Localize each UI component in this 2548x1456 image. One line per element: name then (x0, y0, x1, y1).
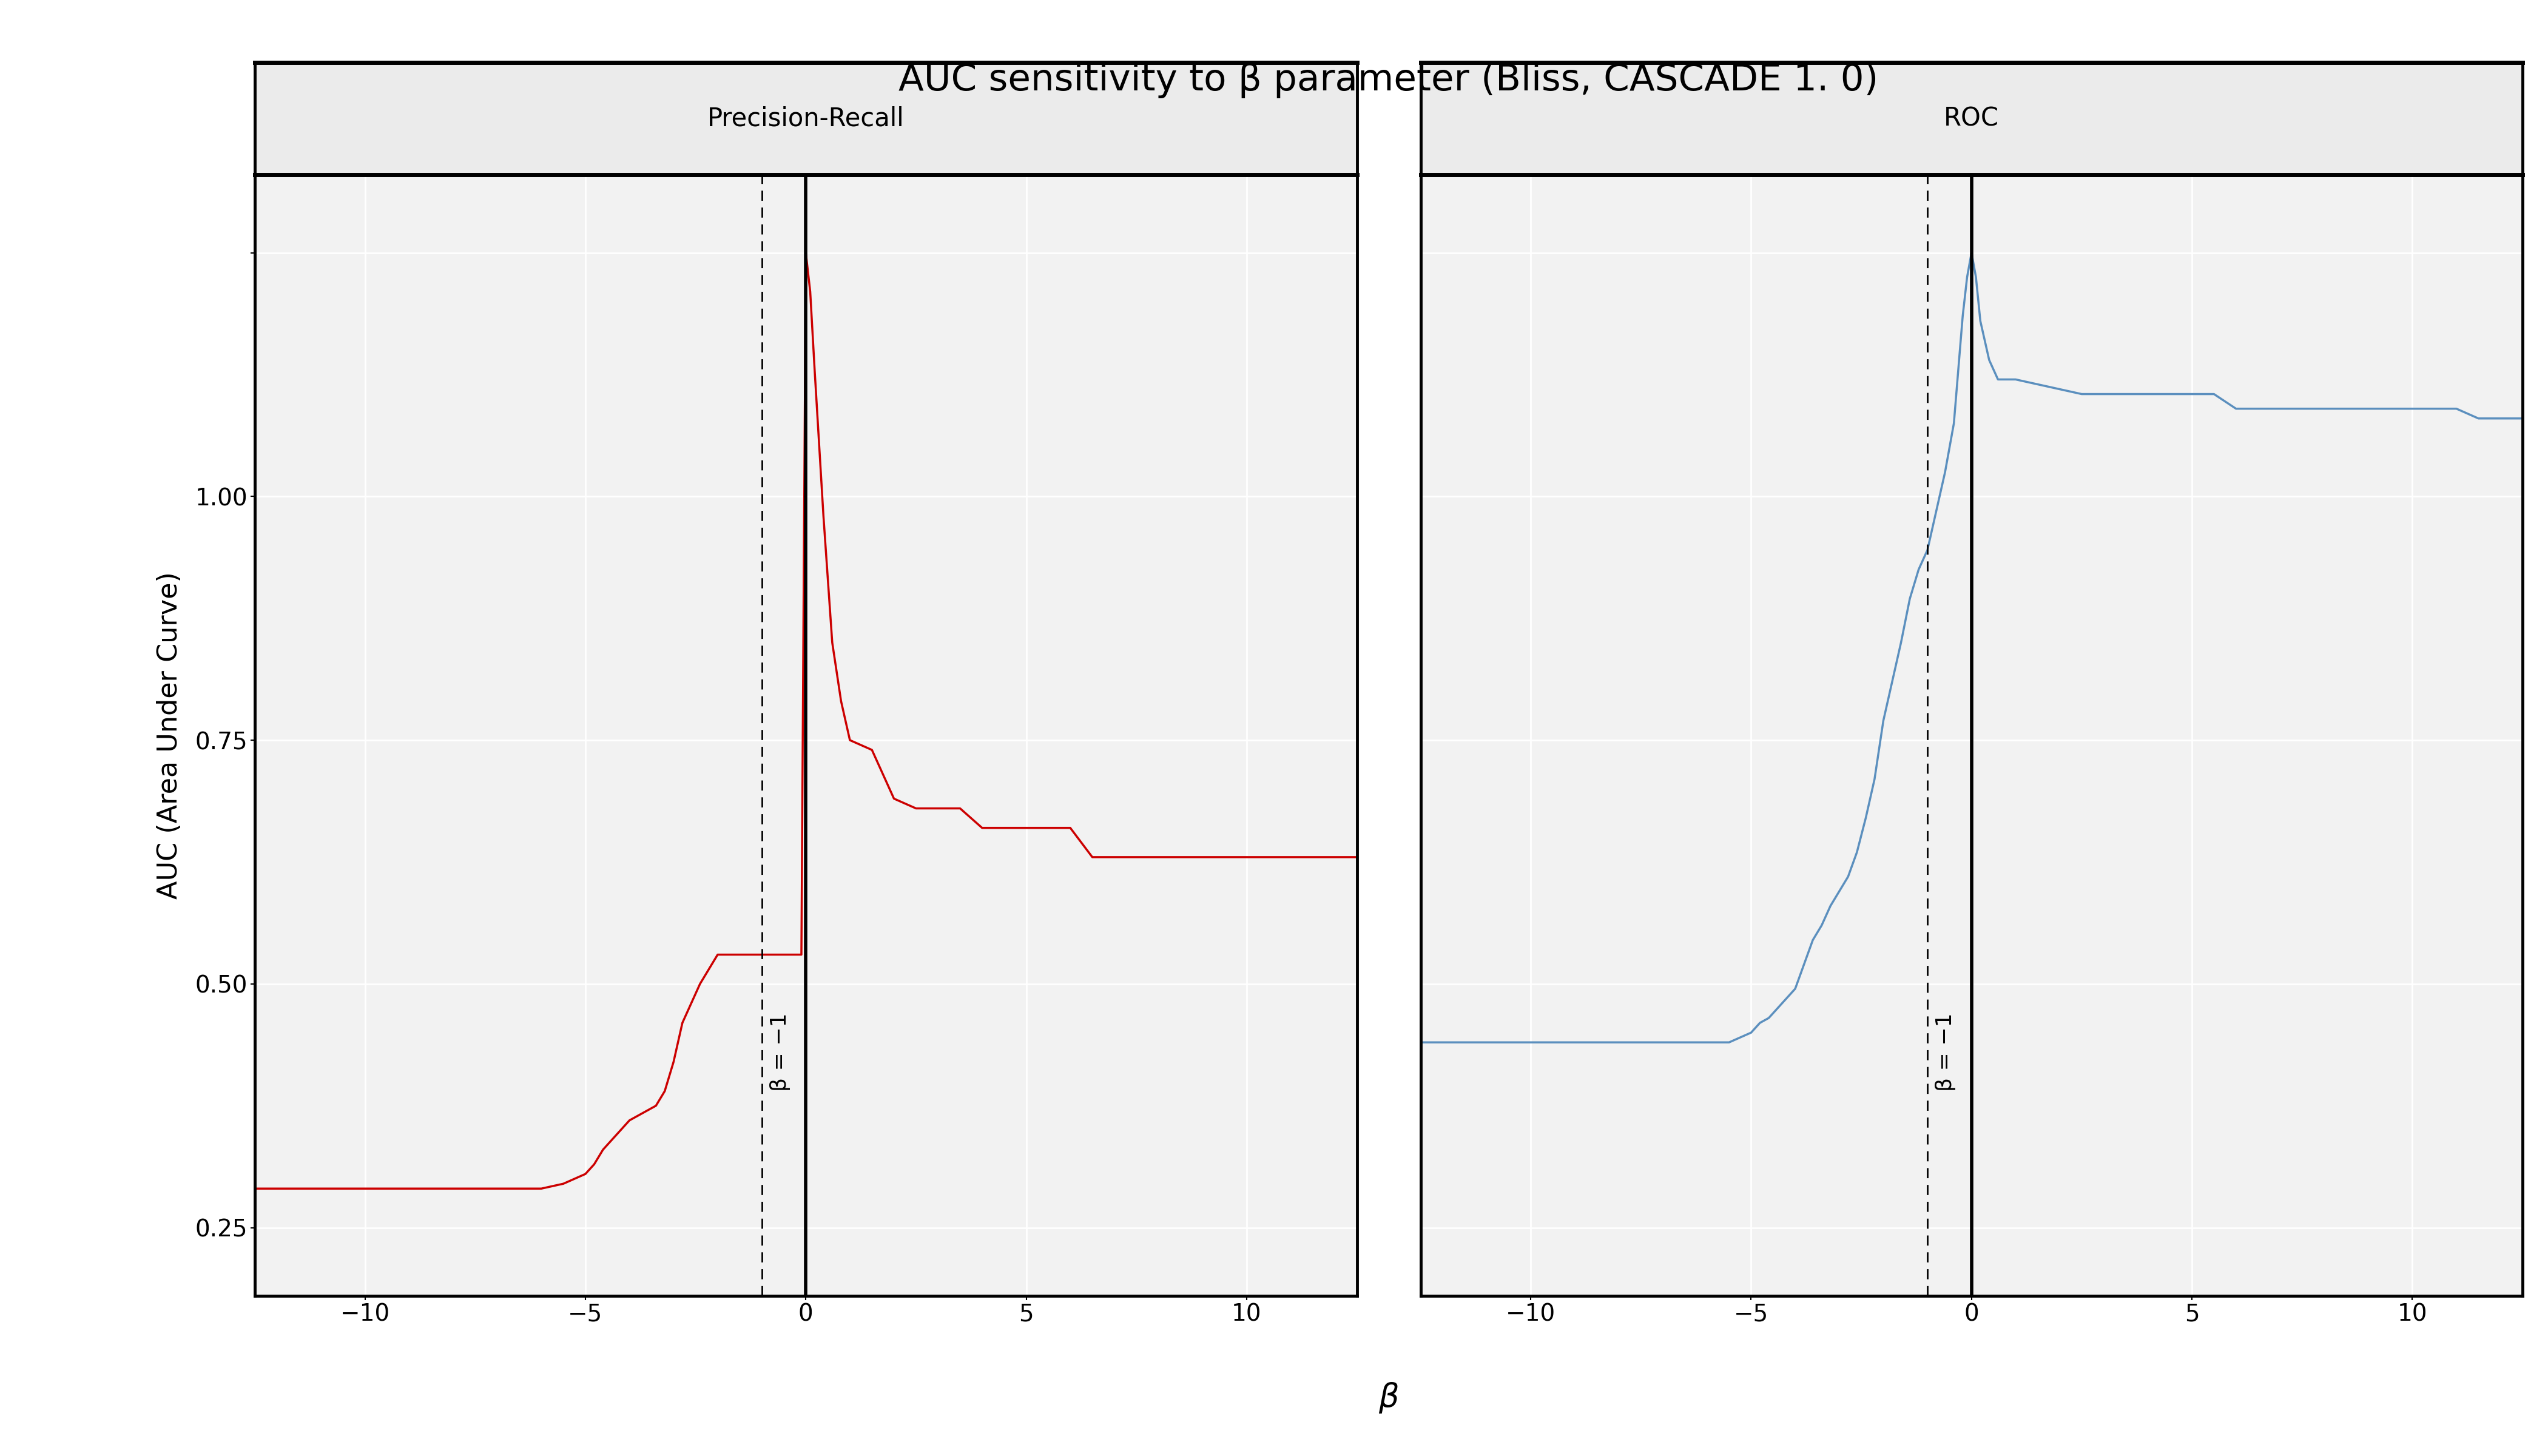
Text: ROC: ROC (1944, 106, 2000, 131)
Bar (1422, 63, 2523, 175)
Text: β = −1: β = −1 (1936, 1012, 1957, 1091)
Text: Precision-Recall: Precision-Recall (708, 106, 905, 131)
Text: β: β (1378, 1382, 1399, 1414)
Text: β = −1: β = −1 (769, 1012, 790, 1091)
Text: AUC sensitivity to β parameter (Bliss, CASCADE 1. 0): AUC sensitivity to β parameter (Bliss, C… (899, 63, 1878, 98)
Bar (255, 63, 1358, 175)
Y-axis label: AUC (Area Under Curve): AUC (Area Under Curve) (155, 572, 183, 898)
